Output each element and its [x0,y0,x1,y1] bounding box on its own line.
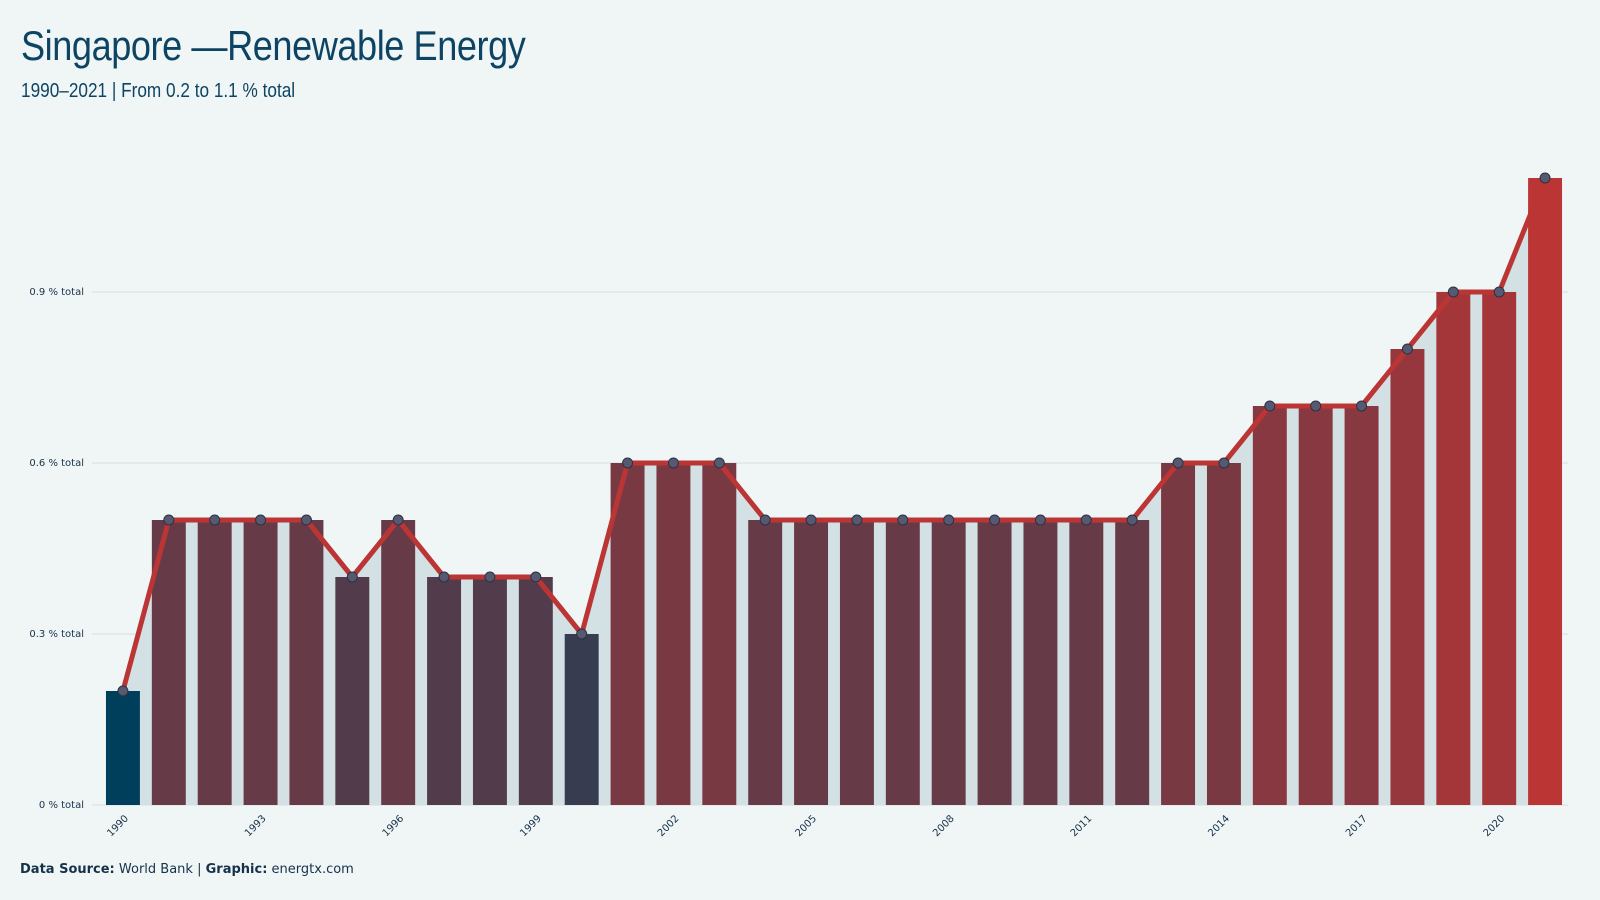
point-2014 [1218,457,1230,469]
bar-1997 [427,577,462,805]
point-2018 [1401,343,1413,355]
point-2017 [1356,400,1368,412]
x-tick-label: 2020 [1482,813,1508,839]
source-label: Data Source: [20,862,115,877]
point-2004 [759,514,771,526]
bar-2015 [1252,406,1287,805]
bar-2009 [977,520,1012,805]
bar-2005 [794,520,829,805]
chart-title: Singapore —Renewable Energy [21,22,526,69]
point-2006 [851,514,863,526]
x-tick-label: 1999 [518,813,544,839]
chart-subtitle: 1990–2021 | From 0.2 to 1.1 % total [21,80,296,102]
y-tick-label: 0.6 % total [29,458,84,469]
point-1991 [163,514,175,526]
x-tick-label: 1993 [243,813,269,839]
point-2010 [1034,514,1046,526]
point-2012 [1126,514,1138,526]
source-value: World Bank [118,862,193,877]
x-tick-label: 2011 [1069,813,1095,839]
bar-2001 [610,463,645,805]
point-2019 [1447,286,1459,298]
point-2001 [622,457,634,469]
bar-1998 [472,577,507,805]
point-2020 [1493,286,1505,298]
x-tick-label: 2005 [793,813,819,839]
graphic-label: Graphic: [205,862,268,877]
bar-2017 [1344,406,1379,805]
y-tick-label: 0.9 % total [29,287,84,298]
bar-2010 [1023,520,1058,805]
x-tick-label: 2002 [656,813,682,839]
bar-2019 [1436,292,1471,805]
x-tick-label: 1990 [105,813,131,839]
bar-1999 [518,577,553,805]
bar-2002 [656,463,691,805]
point-1998 [484,571,496,583]
bar-2016 [1298,406,1333,805]
bar-1995 [335,577,370,805]
x-tick-label: 2008 [931,813,957,839]
bar-2000 [564,634,599,805]
graphic-value: energtx.com [271,862,354,877]
bar-1993 [243,520,278,805]
bar-2012 [1115,520,1150,805]
bar-1994 [289,520,324,805]
point-2013 [1172,457,1184,469]
x-tick-label: 1996 [381,813,407,839]
point-2011 [1080,514,1092,526]
bar-2004 [748,520,783,805]
point-1996 [392,514,404,526]
series-line [120,177,1548,692]
point-2002 [667,457,679,469]
point-1994 [300,514,312,526]
point-2003 [713,457,725,469]
bar-2006 [839,520,874,805]
footer-credits: Data Source: World Bank | Graphic: energ… [20,862,354,877]
bar-2011 [1069,520,1104,805]
y-tick-label: 0.3 % total [29,629,84,640]
point-2000 [576,628,588,640]
point-2008 [943,514,955,526]
footer-separator: | [197,862,202,877]
bar-1990 [105,691,140,805]
bar-2007 [885,520,920,805]
point-2005 [805,514,817,526]
point-2016 [1310,400,1322,412]
x-tick-label: 2017 [1344,813,1370,839]
bar-2003 [702,463,737,805]
point-1995 [346,571,358,583]
point-2007 [897,514,909,526]
point-2015 [1264,400,1276,412]
bar-1992 [197,520,232,805]
point-2021 [1539,172,1551,184]
bar-1996 [381,520,416,805]
x-tick-label: 2014 [1206,813,1232,839]
bar-2008 [931,520,966,805]
point-2009 [989,514,1001,526]
bar-2018 [1390,349,1425,805]
bar-2014 [1206,463,1241,805]
y-tick-label: 0 % total [39,800,84,811]
point-1990 [117,685,129,697]
bar-2021 [1528,178,1563,805]
point-1992 [209,514,221,526]
point-1997 [438,571,450,583]
bar-2020 [1482,292,1517,805]
point-1999 [530,571,542,583]
point-1993 [255,514,267,526]
bar-2013 [1161,463,1196,805]
